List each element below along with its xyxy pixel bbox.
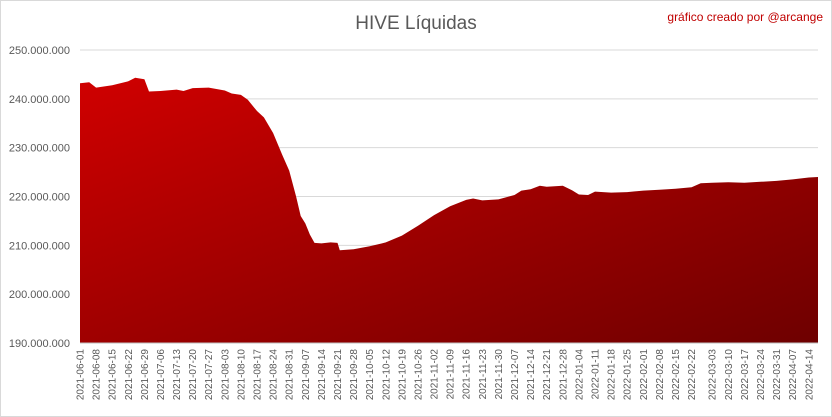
x-tick-label: 2022-02-22	[687, 349, 698, 401]
x-tick-label: 2021-06-29	[140, 349, 151, 401]
y-tick-label: 190.000.000	[9, 338, 70, 350]
x-tick-label: 2022-01-25	[623, 349, 634, 401]
x-tick-label: 2022-03-17	[740, 349, 751, 401]
y-tick-label: 210.000.000	[9, 240, 70, 252]
x-tick-label: 2022-03-24	[756, 349, 767, 401]
x-tick-label: 2022-01-18	[607, 349, 618, 401]
chart-credit-annotation: gráfico creado por @arcange	[667, 10, 823, 24]
x-tick-label: 2021-06-08	[92, 349, 103, 401]
x-tick-label: 2021-12-28	[558, 349, 569, 401]
x-tick-label: 2021-12-07	[510, 349, 521, 401]
x-tick-label: 2021-08-17	[253, 349, 264, 401]
chart-title: HIVE Líquidas	[355, 13, 477, 34]
x-tick-label: 2021-11-16	[462, 349, 473, 400]
x-tick-label: 2021-08-31	[285, 349, 296, 401]
x-tick-label: 2021-07-06	[156, 349, 167, 401]
y-tick-label: 230.000.000	[9, 143, 70, 155]
x-tick-label: 2021-12-21	[542, 349, 553, 401]
x-tick-label: 2021-09-28	[349, 349, 360, 401]
x-tick-label: 2021-11-02	[430, 349, 441, 400]
x-tick-label: 2022-03-31	[772, 349, 783, 401]
x-tick-label: 2022-02-15	[671, 349, 682, 401]
x-tick-label: 2021-10-19	[397, 349, 408, 401]
x-tick-label: 2021-08-03	[220, 349, 231, 401]
x-tick-label: 2022-03-10	[724, 349, 735, 401]
x-tick-label: 2021-07-20	[188, 349, 199, 401]
x-tick-label: 2022-03-03	[708, 349, 719, 401]
x-tick-label: 2021-10-05	[365, 349, 376, 401]
x-tick-label: 2021-11-09	[446, 349, 457, 400]
x-tick-label: 2021-07-27	[204, 349, 215, 401]
x-tick-label: 2021-08-10	[236, 349, 247, 401]
x-tick-label: 2021-11-30	[494, 349, 505, 400]
x-tick-label: 2022-04-14	[804, 349, 815, 401]
y-tick-label: 220.000.000	[9, 192, 70, 204]
y-tick-label: 200.000.000	[9, 289, 70, 301]
x-tick-label: 2021-10-12	[381, 349, 392, 401]
x-tick-label: 2021-09-14	[317, 349, 328, 401]
x-tick-label: 2021-06-15	[108, 349, 119, 401]
x-tick-label: 2021-10-26	[414, 349, 425, 401]
x-tick-label: 2022-01-11	[591, 349, 602, 400]
x-tick-label: 2021-12-14	[526, 349, 537, 401]
x-tick-label: 2021-06-22	[124, 349, 135, 401]
series-area	[80, 77, 818, 344]
x-tick-label: 2021-11-23	[478, 349, 489, 400]
x-tick-label: 2021-09-21	[333, 349, 344, 401]
x-tick-label: 2022-02-01	[639, 349, 650, 401]
x-tick-label: 2022-01-04	[574, 349, 585, 401]
x-tick-label: 2022-04-07	[788, 349, 799, 401]
y-tick-label: 240.000.000	[9, 94, 70, 106]
x-tick-label: 2021-08-24	[269, 349, 280, 401]
x-tick-label: 2021-09-07	[301, 349, 312, 401]
x-tick-label: 2022-02-08	[655, 349, 666, 401]
x-tick-label: 2021-06-01	[76, 349, 87, 401]
x-tick-label: 2021-07-13	[172, 349, 183, 401]
y-tick-label: 250.000.000	[9, 45, 70, 57]
